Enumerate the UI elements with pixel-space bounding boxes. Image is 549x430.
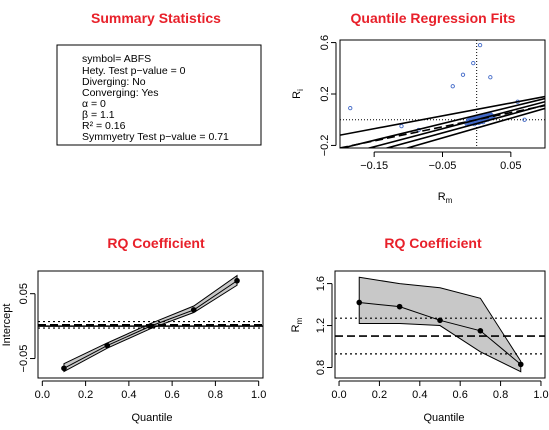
rq-slope-panel: RQ Coefficient 0.0 0.2 0.4 0.6 0.8 1.0 0.8 1.2 1… <box>290 235 549 424</box>
y-tick-label: 0.05 <box>18 283 30 304</box>
y-tick-label: −0.2 <box>319 135 331 157</box>
fit-line-q0-3 <box>384 104 545 148</box>
coefficient-point <box>190 307 197 313</box>
scatter-point <box>488 75 493 80</box>
rq-intercept-marks <box>38 274 263 373</box>
stat-beta: β = 1.1 <box>82 109 115 121</box>
rq-slope-xlabel: Quantile <box>424 412 465 424</box>
stat-symbol: symbol= ABFS <box>82 53 151 65</box>
fit-line-q0-7 <box>340 97 545 148</box>
stat-diverging: Diverging: No <box>82 76 146 88</box>
x-tick-label: 0.05 <box>500 160 521 172</box>
rq-intercept-axes: 0.0 0.2 0.4 0.6 0.8 1.0 −0.05 0.05 <box>18 283 266 401</box>
x-tick-label: −0.15 <box>360 160 388 172</box>
rq-intercept-title: RQ Coefficient <box>107 235 205 251</box>
x-tick-label: 0.0 <box>35 389 50 401</box>
qr-fits-xlabel: Rm <box>438 191 453 205</box>
x-tick-label: 1.0 <box>533 389 548 401</box>
qr-fits-frame <box>339 39 546 149</box>
coefficient-point <box>437 317 443 324</box>
scatter-point <box>471 60 476 66</box>
rq-intercept-xlabel: Quantile <box>132 412 173 424</box>
coefficient-point <box>517 361 524 368</box>
rq-slope-frame <box>334 270 546 379</box>
scatter-point <box>399 123 404 129</box>
coefficient-point <box>104 342 111 349</box>
confidence-band <box>358 276 522 373</box>
rq-slope-ylabel: Rm <box>290 317 304 332</box>
rq-intercept-frame <box>37 270 264 379</box>
x-tick-label: 0.4 <box>412 389 427 401</box>
x-tick-label: 0.0 <box>331 389 346 401</box>
coefficient-point <box>477 327 484 334</box>
y-tick-label: 1.2 <box>315 318 327 333</box>
scatter-point <box>522 117 527 122</box>
coefficient-point <box>234 277 240 284</box>
stat-alpha: α = 0 <box>82 98 106 110</box>
rq-slope-marks <box>335 276 545 373</box>
stat-hety-test: Hety. Test p−value = 0 <box>82 65 186 77</box>
rq-slope-title: RQ Coefficient <box>384 235 482 251</box>
stat-symmetry-test: Symmyetry Test p−value = 0.71 <box>82 131 229 143</box>
stat-r-squared: R² = 0.16 <box>82 120 126 132</box>
y-tick-label: 1.6 <box>315 276 327 291</box>
qr-fits-panel: Quantile Regression Fits −0.15 −0.05 0.05−… <box>291 10 546 205</box>
coefficient-point <box>147 323 154 329</box>
fit-line-q0-9 <box>340 95 545 136</box>
qr-fits-title: Quantile Regression Fits <box>351 10 516 26</box>
stat-converging: Converging: Yes <box>82 87 158 99</box>
x-tick-label: 0.6 <box>453 389 468 401</box>
x-tick-label: 0.2 <box>372 389 387 401</box>
coefficient-point <box>356 299 363 306</box>
fit-line-ols <box>340 104 545 148</box>
x-tick-label: 0.8 <box>208 389 223 401</box>
summary-box <box>56 44 262 146</box>
coefficient-point <box>396 303 403 310</box>
y-tick-label: 0.6 <box>319 35 331 50</box>
qr-fits-axes: −0.15 −0.05 0.05 −0.2 0.2 0.6 <box>319 35 522 172</box>
scatter-point <box>477 42 483 48</box>
coefficient-point <box>61 365 67 372</box>
rq-intercept-ylabel: Intercept <box>1 304 13 347</box>
x-tick-label: 0.6 <box>164 389 179 401</box>
fit-line-q0-5 <box>366 100 545 148</box>
scatter-point <box>460 72 466 77</box>
scatter-point <box>348 105 353 111</box>
qr-fits-ylabel: Ri <box>291 89 305 99</box>
y-tick-label: −0.05 <box>18 345 30 373</box>
y-tick-label: 0.2 <box>319 86 331 101</box>
x-tick-label: 0.2 <box>78 389 93 401</box>
qr-fits-plot-area <box>340 40 545 148</box>
y-tick-label: 0.8 <box>315 360 327 375</box>
rq-intercept-panel: RQ Coefficient 0.0 0.2 0.4 0.6 0.8 1.0−0.050.… <box>1 235 266 424</box>
summary-panel: Summary Statistics symbol= ABFS Hety. Te… <box>56 10 262 146</box>
qr-fits-marks <box>340 40 545 148</box>
fit-line-q0-1 <box>404 107 545 148</box>
x-tick-label: 0.4 <box>121 389 136 401</box>
rq-slope-axes: 0.0 0.2 0.4 0.6 0.8 1.0 0.8 1.2 1.6 <box>315 276 549 401</box>
scatter-point <box>450 84 455 89</box>
summary-title: Summary Statistics <box>91 10 221 26</box>
x-tick-label: 0.8 <box>493 389 508 401</box>
x-tick-label: −0.05 <box>429 160 457 172</box>
x-tick-label: 1.0 <box>251 389 266 401</box>
